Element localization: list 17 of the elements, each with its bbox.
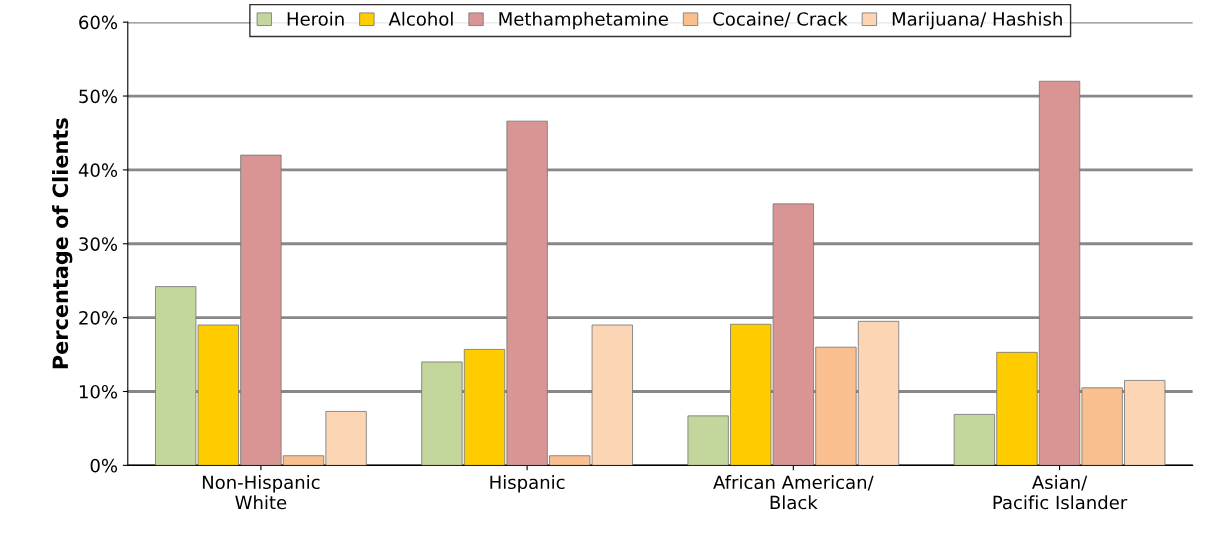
y-tick-label: 40% (78, 163, 118, 178)
legend-label: Methamphetamine (499, 11, 668, 30)
y-tick-label: 10% (79, 384, 118, 399)
y-tick-label: 0% (90, 458, 118, 473)
y-axis-title: Percentage of Clients (52, 118, 73, 369)
x-tick-label: Hispanic (490, 475, 565, 493)
y-tick-label: 30% (79, 237, 118, 251)
y-tick-label: 50% (79, 89, 118, 104)
x-tick-label: Asian/ Pacific Islander (993, 475, 1128, 510)
y-tick-label: 60% (79, 15, 118, 30)
x-tick-label: African American/ Black (713, 475, 874, 510)
legend-label: Marijuana/ Hashish (892, 11, 1062, 30)
legend-label: Cocaine/ Crack (713, 11, 848, 28)
legend-label: Alcohol (388, 11, 453, 26)
legend-label: Heroin (287, 11, 344, 26)
y-tick-label: 20% (79, 311, 118, 325)
x-tick-label: Non-Hispanic White (202, 475, 320, 510)
